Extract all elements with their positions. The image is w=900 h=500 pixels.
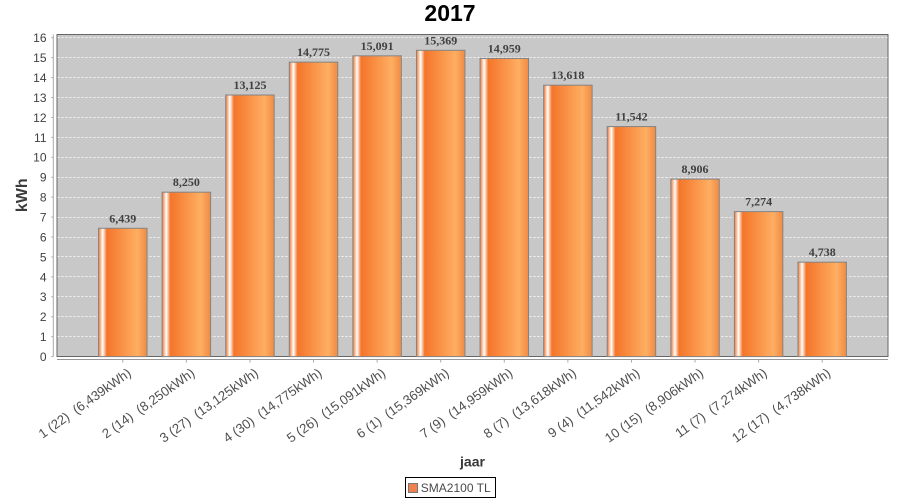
svg-text:5: 5: [40, 250, 47, 264]
svg-text:9: 9: [40, 171, 47, 185]
svg-text:13: 13: [33, 91, 47, 105]
svg-text:6,439: 6,439: [109, 211, 136, 225]
svg-text:11: 11: [34, 131, 47, 145]
svg-text:0: 0: [40, 350, 47, 364]
svg-text:4,738: 4,738: [809, 245, 836, 259]
svg-text:15,091: 15,091: [361, 39, 394, 53]
svg-text:13,125: 13,125: [233, 78, 266, 92]
svg-text:15: 15: [33, 51, 47, 65]
svg-text:3: 3: [40, 290, 47, 304]
svg-text:8,250: 8,250: [173, 175, 200, 189]
svg-text:16: 16: [33, 31, 47, 45]
svg-text:SMA2100 TL: SMA2100 TL: [421, 481, 491, 495]
svg-text:14,959: 14,959: [488, 41, 521, 55]
svg-text:14: 14: [33, 71, 47, 85]
svg-text:13,618: 13,618: [551, 68, 584, 82]
svg-text:14,775: 14,775: [297, 45, 330, 59]
svg-text:jaar: jaar: [459, 454, 485, 470]
svg-text:1: 1: [40, 330, 47, 344]
svg-text:7,274: 7,274: [745, 195, 772, 209]
svg-text:12: 12: [33, 111, 47, 125]
svg-text:8,906: 8,906: [682, 162, 709, 176]
svg-text:kWh: kWh: [14, 178, 31, 212]
svg-text:2: 2: [40, 310, 47, 324]
svg-text:4: 4: [40, 270, 47, 284]
svg-text:2017: 2017: [424, 0, 475, 26]
svg-text:6: 6: [40, 230, 47, 244]
svg-text:11,542: 11,542: [615, 110, 647, 124]
svg-text:10: 10: [33, 151, 47, 165]
svg-text:8: 8: [40, 191, 47, 205]
svg-text:7: 7: [40, 210, 47, 224]
svg-text:15,369: 15,369: [424, 33, 457, 47]
